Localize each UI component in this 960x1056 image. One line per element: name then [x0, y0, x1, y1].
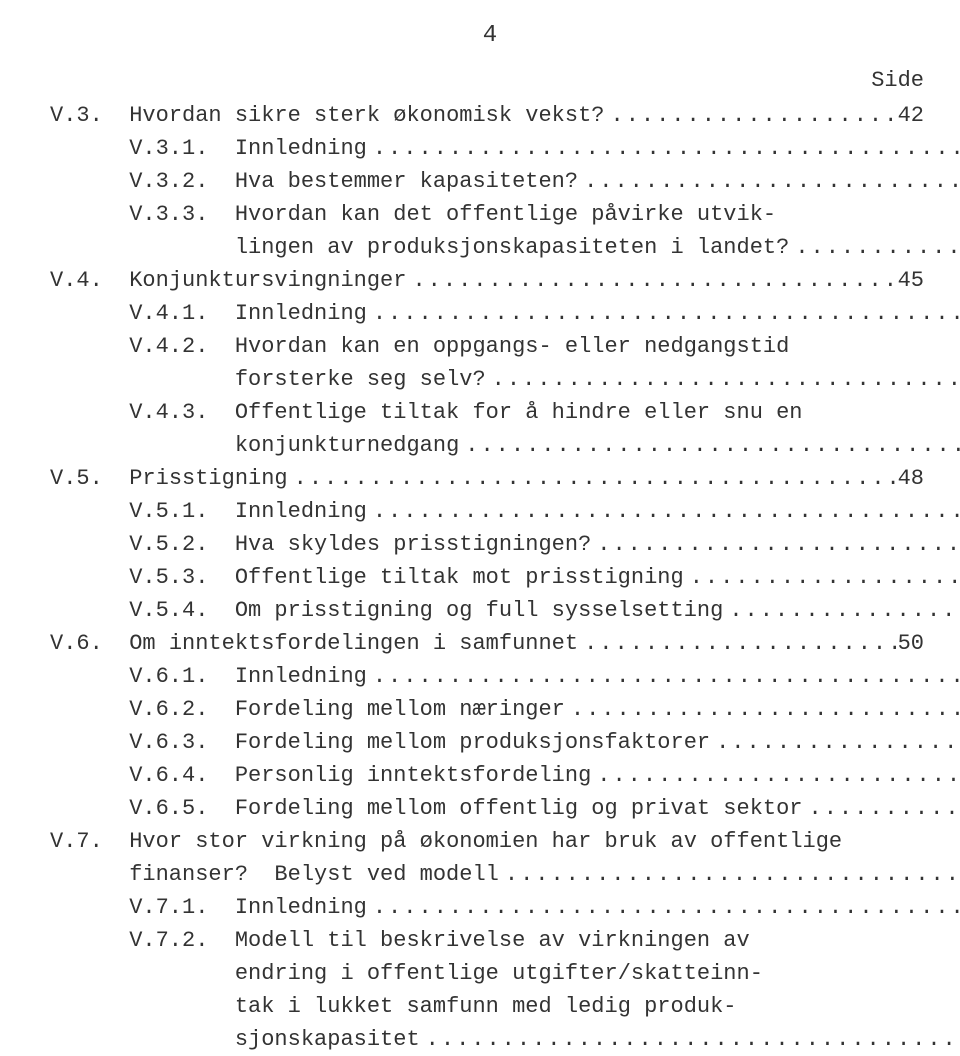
- dot-leaders: ........................................…: [406, 264, 897, 297]
- dot-leaders: ........................................…: [578, 165, 960, 198]
- dot-leaders: ........................................…: [710, 726, 960, 759]
- toc-page-number: 48: [898, 462, 930, 495]
- side-label: Side: [50, 64, 930, 97]
- toc-line: tak i lukket samfunn med ledig produk-: [50, 990, 960, 1023]
- toc-page-number: 50: [898, 627, 930, 660]
- toc-line: lingen av produksjonskapasiteten i lande…: [50, 231, 960, 264]
- toc-page-number: 45: [898, 264, 930, 297]
- dot-leaders: ........................................…: [803, 792, 960, 825]
- dot-leaders: ........................................…: [605, 99, 898, 132]
- toc-line: finanser? Belyst ved modell.............…: [50, 858, 960, 891]
- toc-line: V.4. Konjunktursvingninger..............…: [50, 264, 930, 297]
- dot-leaders: ........................................…: [420, 1023, 960, 1056]
- toc-text: V.4.1. Innledning: [129, 297, 367, 330]
- page-number: 4: [50, 18, 930, 54]
- toc-text: V.3.3. Hvordan kan det offentlige påvirk…: [129, 198, 776, 231]
- toc-line: V.4.1. Innledning.......................…: [50, 297, 960, 330]
- toc-text: V.6. Om inntektsfordelingen i samfunnet: [50, 627, 578, 660]
- toc-text: V.5.4. Om prisstigning og full sysselset…: [129, 594, 723, 627]
- dot-leaders: ........................................…: [499, 858, 960, 891]
- toc-line: endring i offentlige utgifter/skatteinn-: [50, 957, 960, 990]
- toc-line: V.7.2. Modell til beskrivelse av virknin…: [50, 924, 960, 957]
- toc-text: V.3.2. Hva bestemmer kapasiteten?: [129, 165, 578, 198]
- toc-line: konjunkturnedgang.......................…: [50, 429, 960, 462]
- toc-text: lingen av produksjonskapasiteten i lande…: [235, 231, 790, 264]
- toc-text: V.6.2. Fordeling mellom næringer: [129, 693, 565, 726]
- toc-line: forsterke seg selv?.....................…: [50, 363, 960, 396]
- toc-line: V.5.3. Offentlige tiltak mot prisstignin…: [50, 561, 960, 594]
- dot-leaders: ........................................…: [367, 297, 960, 330]
- toc-line: sjonskapasitet..........................…: [50, 1023, 960, 1056]
- toc-text: konjunkturnedgang: [235, 429, 459, 462]
- dot-leaders: ........................................…: [367, 891, 960, 924]
- dot-leaders: ........................................…: [367, 132, 960, 165]
- toc-line: V.3.3. Hvordan kan det offentlige påvirk…: [50, 198, 960, 231]
- toc-line: V.3.1. Innledning.......................…: [50, 132, 960, 165]
- dot-leaders: ........................................…: [789, 231, 960, 264]
- toc-line: V.6.2. Fordeling mellom næringer........…: [50, 693, 960, 726]
- toc-text: forsterke seg selv?: [235, 363, 486, 396]
- toc-text: V.3. Hvordan sikre sterk økonomisk vekst…: [50, 99, 605, 132]
- toc-line: V.5.1. Innledning.......................…: [50, 495, 960, 528]
- dot-leaders: ........................................…: [288, 462, 898, 495]
- toc-text: V.6.4. Personlig inntektsfordeling: [129, 759, 591, 792]
- toc-text: V.4. Konjunktursvingninger: [50, 264, 406, 297]
- toc-text: finanser? Belyst ved modell: [129, 858, 499, 891]
- toc-line: V.6. Om inntektsfordelingen i samfunnet.…: [50, 627, 930, 660]
- toc-text: endring i offentlige utgifter/skatteinn-: [235, 957, 763, 990]
- toc-line: V.6.5. Fordeling mellom offentlig og pri…: [50, 792, 960, 825]
- toc-line: V.6.1. Innledning.......................…: [50, 660, 960, 693]
- toc-line: V.5.2. Hva skyldes prisstigningen?......…: [50, 528, 960, 561]
- toc-text: V.6.3. Fordeling mellom produksjonsfakto…: [129, 726, 710, 759]
- toc-text: V.3.1. Innledning: [129, 132, 367, 165]
- toc-text: V.6.5. Fordeling mellom offentlig og pri…: [129, 792, 802, 825]
- toc-line: V.5.4. Om prisstigning og full sysselset…: [50, 594, 960, 627]
- toc-text: tak i lukket samfunn med ledig produk-: [235, 990, 737, 1023]
- dot-leaders: ........................................…: [486, 363, 960, 396]
- toc-line: V.5. Prisstigning.......................…: [50, 462, 930, 495]
- toc-text: V.4.2. Hvordan kan en oppgangs- eller ne…: [129, 330, 789, 363]
- dot-leaders: ........................................…: [723, 594, 960, 627]
- toc-text: V.7.2. Modell til beskrivelse av virknin…: [129, 924, 750, 957]
- dot-leaders: ........................................…: [459, 429, 960, 462]
- dot-leaders: ........................................…: [591, 759, 960, 792]
- toc-text: V.4.3. Offentlige tiltak for å hindre el…: [129, 396, 802, 429]
- dot-leaders: ........................................…: [367, 660, 960, 693]
- toc-text: sjonskapasitet: [235, 1023, 420, 1056]
- toc-line: V.4.2. Hvordan kan en oppgangs- eller ne…: [50, 330, 960, 363]
- toc-text: V.5.3. Offentlige tiltak mot prisstignin…: [129, 561, 684, 594]
- dot-leaders: ........................................…: [578, 627, 898, 660]
- toc-line: V.6.4. Personlig inntektsfordeling......…: [50, 759, 960, 792]
- toc-line: V.6.3. Fordeling mellom produksjonsfakto…: [50, 726, 960, 759]
- toc-text: V.5.1. Innledning: [129, 495, 367, 528]
- toc-container: V.3. Hvordan sikre sterk økonomisk vekst…: [50, 99, 930, 1056]
- toc-line: V.7. Hvor stor virkning på økonomien har…: [50, 825, 930, 858]
- toc-text: V.5.2. Hva skyldes prisstigningen?: [129, 528, 591, 561]
- toc-text: V.5. Prisstigning: [50, 462, 288, 495]
- toc-text: V.6.1. Innledning: [129, 660, 367, 693]
- toc-line: V.3.2. Hva bestemmer kapasiteten?.......…: [50, 165, 960, 198]
- toc-line: V.4.3. Offentlige tiltak for å hindre el…: [50, 396, 960, 429]
- toc-text: V.7.1. Innledning: [129, 891, 367, 924]
- toc-line: V.7.1. Innledning.......................…: [50, 891, 960, 924]
- dot-leaders: ........................................…: [565, 693, 960, 726]
- toc-line: V.3. Hvordan sikre sterk økonomisk vekst…: [50, 99, 930, 132]
- toc-page-number: 42: [898, 99, 930, 132]
- dot-leaders: ........................................…: [684, 561, 960, 594]
- dot-leaders: ........................................…: [367, 495, 960, 528]
- toc-text: V.7. Hvor stor virkning på økonomien har…: [50, 825, 842, 858]
- dot-leaders: ........................................…: [591, 528, 960, 561]
